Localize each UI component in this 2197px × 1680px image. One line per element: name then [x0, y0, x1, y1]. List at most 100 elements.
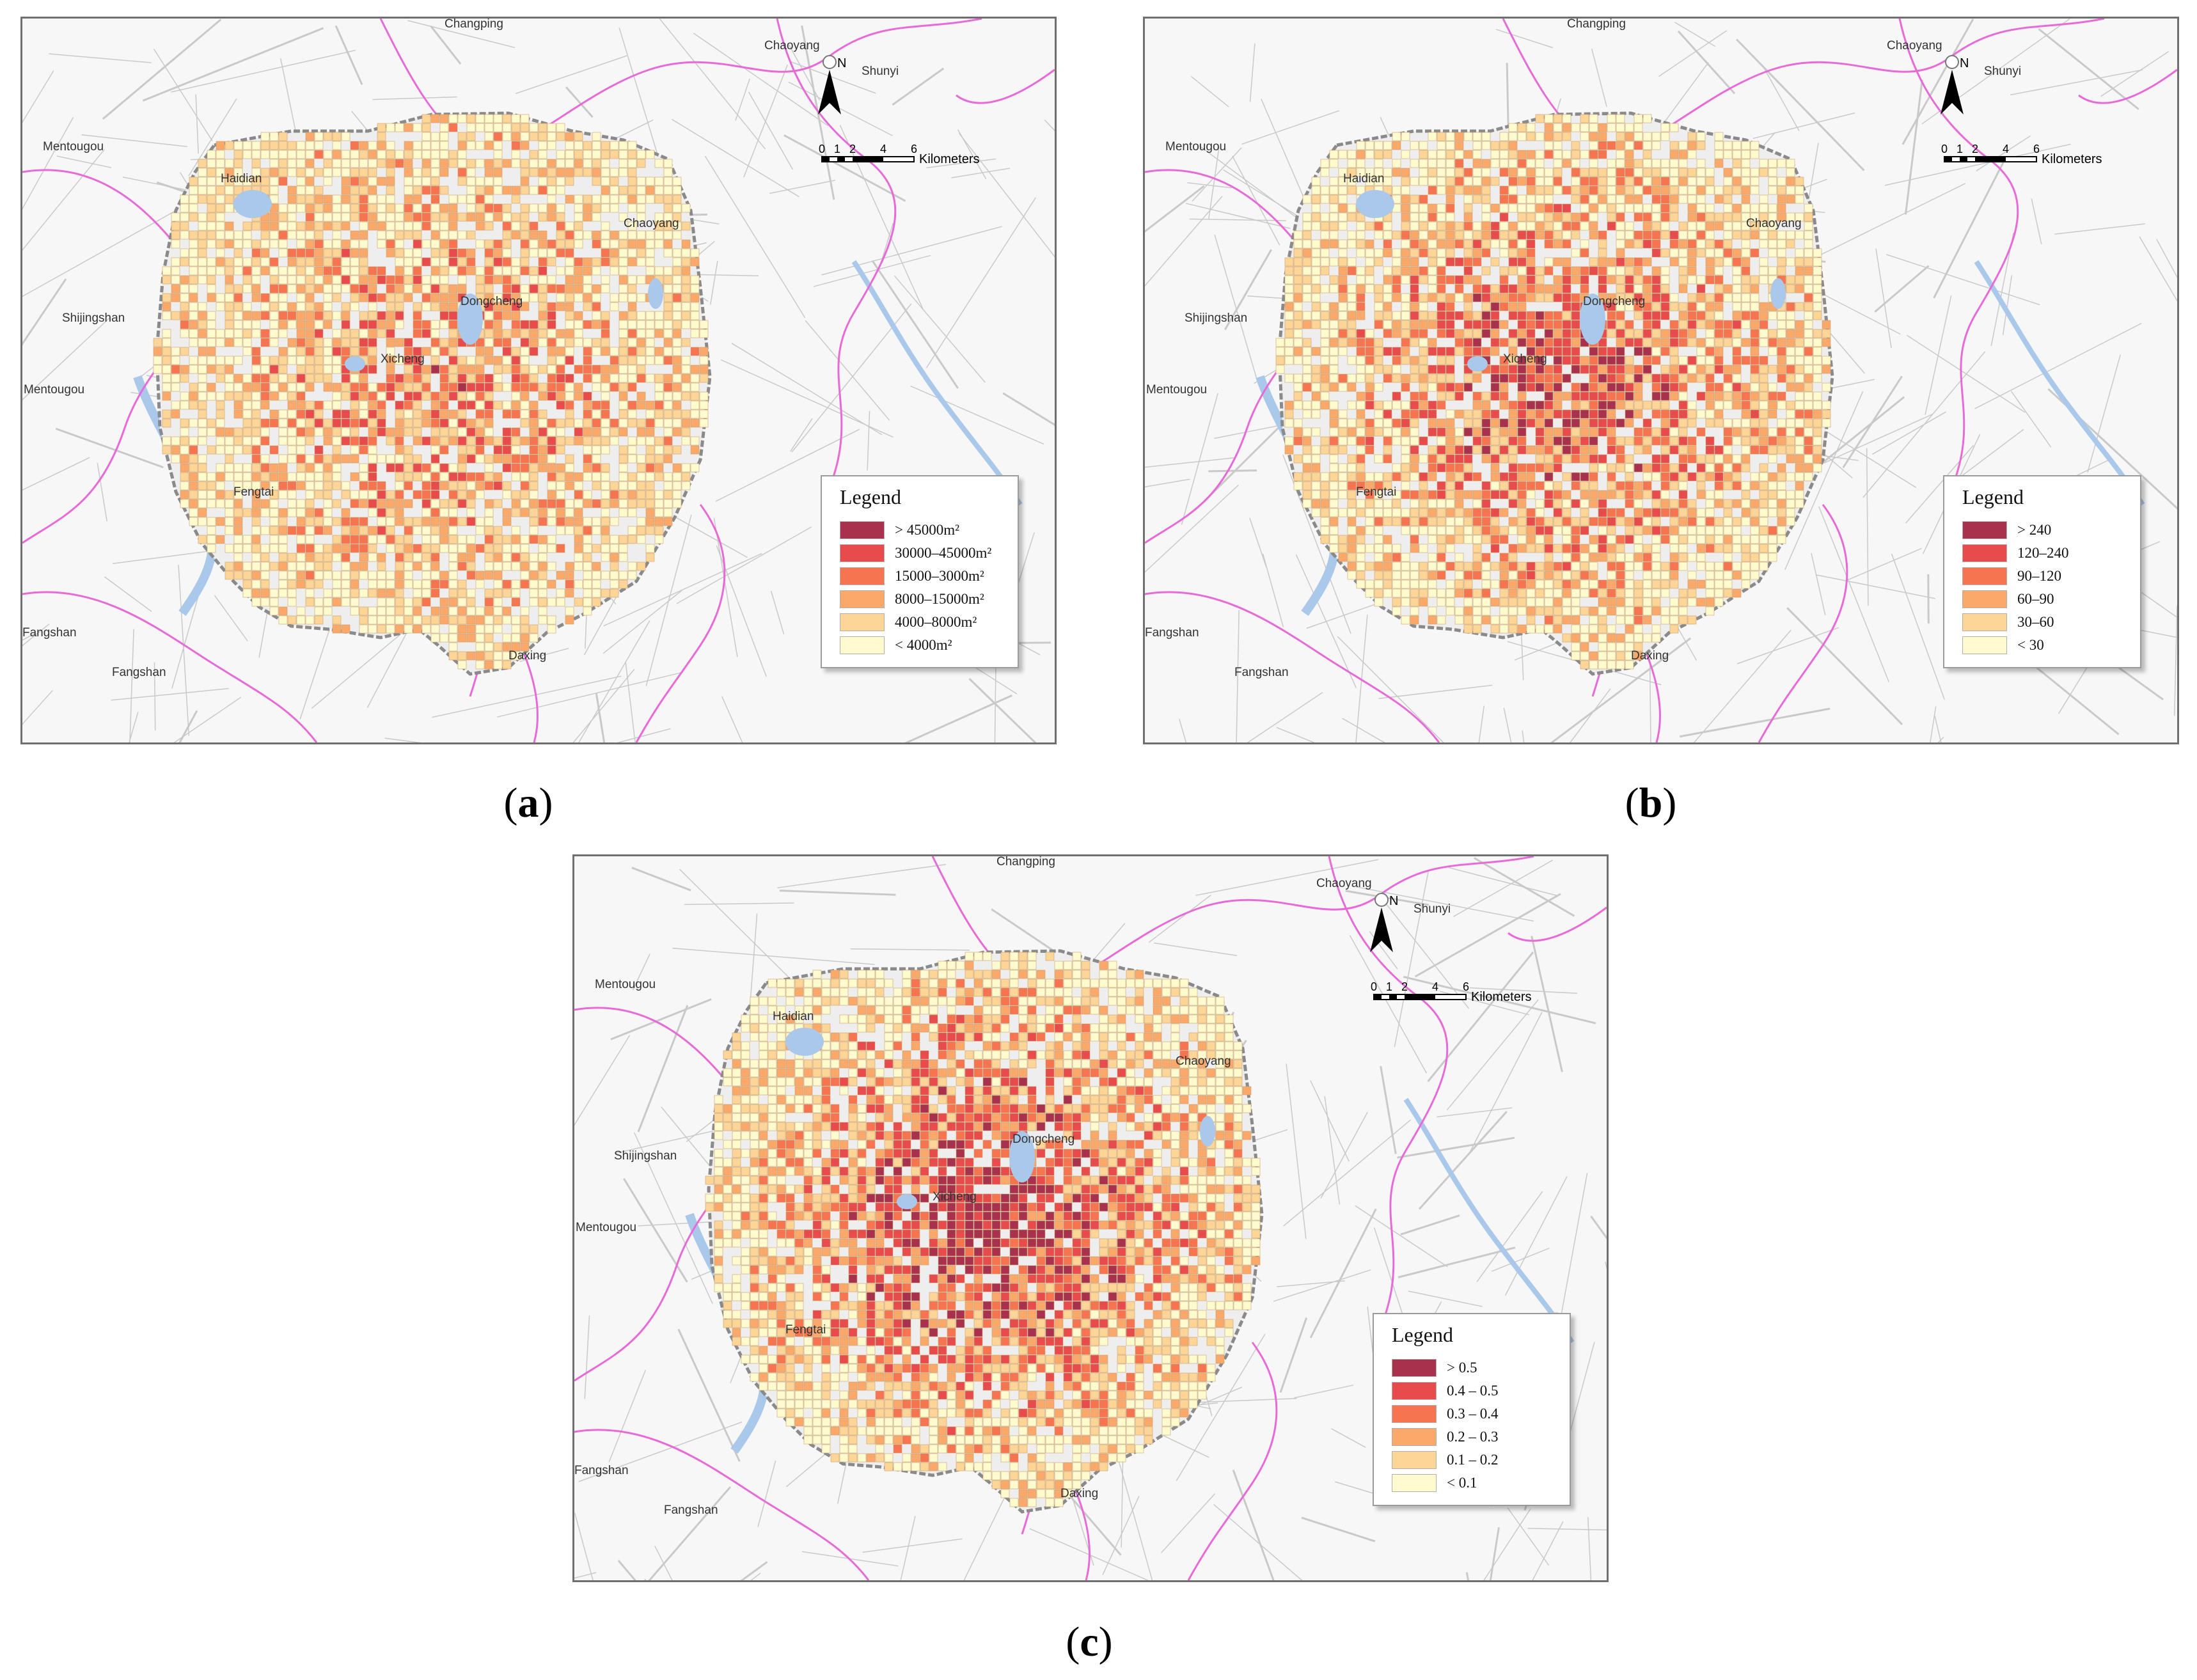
- grid-cell: [1347, 338, 1357, 347]
- grid-cell: [1302, 463, 1312, 473]
- grid-cell: [654, 266, 664, 276]
- grid-cell: [1642, 132, 1652, 141]
- grid-cell: [672, 463, 682, 473]
- grid-cell: [484, 356, 494, 365]
- grid-cell: [1750, 275, 1760, 285]
- grid-cell: [1660, 293, 1670, 302]
- grid-cell: [1571, 409, 1580, 419]
- grid-cell: [430, 535, 440, 544]
- grid-cell: [1723, 338, 1733, 347]
- grid-cell: [618, 159, 628, 168]
- grid-cell: [377, 606, 386, 616]
- grid-cell: [565, 436, 574, 446]
- grid-cell: [1732, 177, 1742, 186]
- grid-cell: [645, 436, 655, 446]
- grid-cell: [1625, 463, 1634, 473]
- grid-cell: [1696, 472, 1706, 482]
- grid-cell: [618, 508, 628, 517]
- grid-cell: [395, 150, 404, 159]
- grid-cell: [395, 490, 404, 499]
- grid-cell: [663, 302, 673, 311]
- grid-cell: [663, 230, 673, 240]
- grid-cell: [1508, 221, 1518, 231]
- grid-cell: [1571, 356, 1580, 365]
- grid-cell: [663, 221, 673, 231]
- grid-cell: [269, 490, 279, 499]
- grid-cell: [618, 499, 628, 508]
- grid-cell: [1651, 391, 1661, 401]
- grid-cell: [359, 329, 368, 338]
- grid-cell: [198, 177, 207, 186]
- grid-cell: [1320, 257, 1330, 267]
- grid-cell: [1437, 311, 1446, 320]
- grid-cell: [1329, 436, 1339, 446]
- grid-cell: [421, 221, 431, 231]
- grid-cell: [296, 517, 306, 526]
- grid-cell: [1356, 418, 1366, 428]
- grid-cell: [1642, 293, 1652, 302]
- grid-cell: [1508, 463, 1518, 473]
- grid-cell: [278, 373, 288, 383]
- legend-title: Legend: [840, 485, 901, 508]
- grid-cell: [1804, 275, 1813, 285]
- grid-cell: [296, 570, 306, 580]
- grid-cell: [1347, 150, 1357, 159]
- grid-cell: [1678, 472, 1688, 482]
- grid-cell: [233, 544, 243, 553]
- grid-cell: [1338, 535, 1348, 544]
- grid-cell: [547, 356, 556, 365]
- grid-cell: [404, 257, 413, 267]
- grid-cell: [224, 320, 234, 329]
- grid-cell: [466, 651, 476, 661]
- grid-cell: [475, 123, 485, 132]
- grid-cell: [287, 579, 297, 589]
- grid-cell: [377, 141, 386, 150]
- grid-cell: [1320, 356, 1330, 365]
- grid-cell: [1329, 230, 1339, 240]
- grid-cell: [341, 436, 350, 446]
- grid-cell: [1660, 400, 1670, 410]
- map-canvas: [22, 19, 1055, 742]
- grid-cell: [395, 570, 404, 580]
- grid-cell: [484, 535, 494, 544]
- grid-cell: [189, 490, 198, 499]
- grid-cell: [493, 445, 503, 455]
- grid-cell: [359, 535, 368, 544]
- grid-cell: [1687, 445, 1697, 455]
- grid-cell: [583, 400, 592, 410]
- grid-cell: [278, 141, 288, 150]
- grid-cell: [1696, 391, 1706, 401]
- grid-cell: [1553, 320, 1563, 329]
- grid-cell: [1795, 391, 1804, 401]
- grid-cell: [1410, 427, 1419, 437]
- grid-cell: [350, 373, 359, 383]
- grid-cell: [1795, 490, 1804, 499]
- grid-cell: [547, 177, 556, 186]
- grid-cell: [1293, 230, 1303, 240]
- grid-cell: [421, 203, 431, 213]
- grid-cell: [180, 275, 189, 285]
- grid-cell: [296, 356, 306, 365]
- grid-cell: [1437, 526, 1446, 535]
- grid-cell: [448, 329, 458, 338]
- grid-cell: [627, 373, 637, 383]
- grid-cell: [430, 177, 440, 186]
- grid-cell: [1392, 311, 1401, 320]
- grid-cell: [251, 526, 261, 535]
- grid-cell: [1365, 490, 1374, 499]
- grid-cell: [1669, 185, 1679, 195]
- grid-cell: [180, 320, 189, 329]
- grid-cell: [1490, 239, 1500, 249]
- grid-cell: [359, 248, 368, 258]
- grid-cell: [1786, 499, 1795, 508]
- grid-cell: [1526, 275, 1536, 285]
- grid-cell: [1822, 418, 1831, 428]
- grid-cell: [1651, 373, 1661, 383]
- grid-cell: [1526, 517, 1536, 526]
- grid-cell: [448, 427, 458, 437]
- grid-cell: [1759, 553, 1768, 562]
- grid-cell: [1356, 221, 1366, 231]
- grid-cell: [457, 454, 467, 464]
- grid-cell: [413, 356, 422, 365]
- grid-cell: [323, 561, 333, 571]
